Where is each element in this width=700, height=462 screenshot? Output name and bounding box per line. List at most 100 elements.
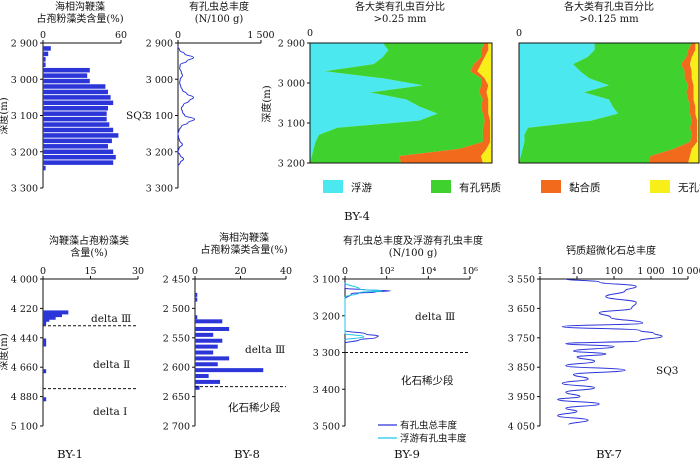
legend-label-1: 有孔钙质	[459, 181, 501, 194]
p8-ytick-label: 4 050	[508, 422, 535, 433]
legend-swatch-2	[541, 180, 561, 193]
p8-annotation: SQ3	[656, 365, 678, 377]
p3-area-3	[477, 43, 492, 163]
panel-label-by8: BY-8	[234, 447, 260, 461]
p3-area-0	[310, 43, 438, 163]
p1-bar	[43, 73, 88, 78]
p5-xtick-label: 30	[132, 266, 144, 277]
p6-bar	[195, 350, 214, 355]
p5-annotation-3: delta Ⅰ	[93, 406, 127, 418]
p7-line-1	[344, 282, 383, 341]
p4-title: 各大类有孔虫百分比	[564, 0, 654, 13]
p5-bar	[43, 310, 69, 315]
p3-ytick-label: 2 900	[278, 39, 305, 50]
p5-annotation-1: delta Ⅲ	[91, 313, 131, 325]
p3-area-1	[310, 43, 485, 163]
p1-bar	[43, 78, 90, 84]
p6-ytick-label: 2 500	[163, 304, 190, 315]
p1-bar	[43, 100, 114, 106]
p5-title: 沟鞭藻占孢粉藻类	[49, 234, 129, 247]
p6-bar	[195, 315, 198, 320]
p1-ytick-label: 3 200	[11, 147, 38, 158]
p1-bar	[43, 138, 112, 144]
p2-title: 有孔虫总丰度	[189, 0, 249, 13]
p6-xtick-label: 20	[234, 266, 246, 277]
p6-bar	[195, 319, 223, 324]
p3-ytick-label: 3 200	[278, 159, 305, 170]
p1-bar	[43, 133, 119, 138]
legend-label-2: 黏合质	[569, 181, 601, 194]
legend-label-3: 无孔钙质	[678, 181, 700, 194]
p6-bar	[195, 362, 218, 367]
p1-bar	[43, 160, 114, 165]
p5-bar	[43, 315, 56, 320]
panel-foram-abundance-top: 有孔虫总丰度(N/100 g) 0 1 500 2 900 3 000 3 100 3 20…	[146, 0, 275, 195]
p4-xtick-label: 0	[516, 28, 522, 39]
p8-ytick-label: 3 650	[508, 304, 535, 315]
p7-ytick-label: 3 300	[313, 348, 340, 359]
top-legend: 浮游 有孔钙质 黏合质 无孔钙质 BY-4	[323, 180, 700, 223]
p6-bar	[195, 356, 230, 361]
p4-area-1	[519, 43, 692, 163]
p3-ytick-label: 3 000	[278, 79, 305, 90]
p7-ytick-label: 3 500	[313, 422, 340, 433]
p2-ytick-label: 3 200	[146, 147, 173, 158]
p2-xtick-label: 1 500	[247, 30, 274, 41]
p6-bar	[195, 379, 221, 384]
p6-xtick-label: 40	[280, 266, 292, 277]
p1-ytick-label: 3 100	[11, 111, 38, 122]
p5-xtick-label: 0	[40, 266, 46, 277]
p1-title: 占孢粉藻类含量(%)	[36, 12, 123, 25]
p1-bar	[43, 154, 116, 160]
p8-ytick-label: 3 850	[508, 363, 535, 374]
p1-annotation: SQ3	[126, 110, 148, 122]
p3-ylabel: 深度(m)	[260, 85, 273, 122]
p2-ytick-label: 3 100	[146, 111, 173, 122]
p8-xtick-label: 100	[605, 266, 623, 277]
p4-area-0	[519, 43, 618, 163]
p7-ytick-label: 3 400	[313, 385, 340, 396]
p6-ytick-label: 2 600	[163, 363, 190, 374]
p7-title: 有孔虫总丰度及浮游有孔虫丰度	[343, 234, 483, 247]
p5-title: 含量(%)	[70, 246, 107, 259]
p6-bar	[195, 297, 198, 302]
p5-ytick-label: 4 880	[11, 392, 38, 403]
p7-xtick-label: 10²	[379, 266, 395, 277]
p1-bar	[43, 111, 107, 116]
p1-bar	[43, 127, 114, 133]
p3-ytick-label: 3 100	[278, 119, 305, 130]
p5-xtick-label: 15	[84, 266, 96, 277]
p8-xtick-label: 10	[571, 266, 583, 277]
p5-ylabel: 深度(m)	[0, 333, 10, 370]
legend-label-0: 浮游	[351, 181, 372, 194]
p1-bar	[43, 62, 46, 67]
p5-ytick-label: 5 100	[11, 422, 38, 433]
p5-ytick-label: 4 440	[11, 333, 38, 344]
panel-label-by7: BY-7	[596, 447, 622, 461]
legend-swatch-0	[323, 180, 343, 193]
p5-ytick-label: 4 660	[11, 363, 38, 374]
p6-bar	[195, 374, 209, 379]
p8-ytick-label: 3 750	[508, 333, 535, 344]
p1-bar	[43, 106, 108, 111]
p7-legend-label-1: 浮游有孔虫丰度	[400, 433, 467, 445]
p5-ytick-label: 4 220	[11, 304, 38, 315]
p8-xtick-label: 1 000	[637, 266, 664, 277]
p1-bar	[43, 149, 114, 154]
p6-title: 占孢粉藻类含量(%)	[200, 243, 287, 256]
p1-bar	[43, 116, 107, 122]
p7-legend-label-0: 有孔虫总丰度	[400, 420, 458, 432]
p3-xtick-label: 0	[307, 28, 313, 39]
p8-xtick-label: 10 000	[671, 266, 700, 277]
p4-area-2	[648, 43, 698, 163]
p1-ytick-label: 3 300	[11, 184, 38, 195]
p7-xtick-label: 0	[342, 266, 348, 277]
p2-xtick-label: 0	[175, 30, 181, 41]
p2-title: (N/100 g)	[195, 14, 244, 25]
p3-area-2	[399, 43, 491, 163]
p6-ytick-label: 2 650	[163, 392, 190, 403]
p5-bar	[43, 369, 47, 374]
p1-bar	[43, 95, 111, 100]
